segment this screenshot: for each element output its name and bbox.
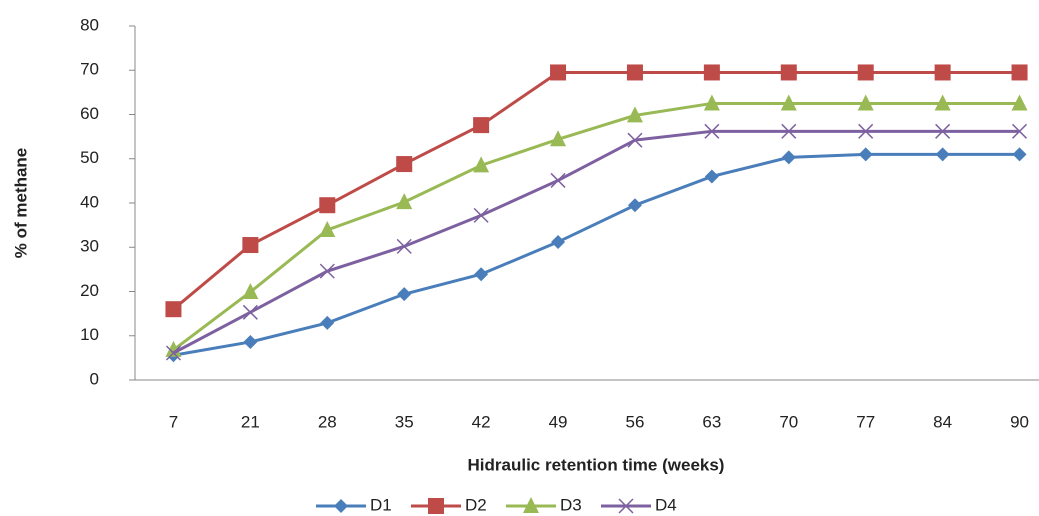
- marker: [319, 263, 335, 279]
- legend-marker: [618, 498, 634, 514]
- y-tick-label: 50: [80, 148, 99, 167]
- marker: [551, 234, 566, 249]
- marker: [1011, 94, 1028, 111]
- marker: [242, 282, 259, 299]
- legend-label: D3: [560, 495, 582, 514]
- marker: [780, 94, 797, 111]
- marker: [1012, 147, 1027, 162]
- marker: [474, 267, 489, 282]
- series-line: [172, 101, 1020, 352]
- marker: [396, 156, 413, 173]
- marker: [704, 123, 720, 139]
- marker: [703, 64, 720, 81]
- marker: [242, 237, 259, 254]
- marker: [397, 287, 412, 302]
- y-tick-label: 10: [80, 325, 99, 344]
- marker: [934, 94, 951, 111]
- y-tick-label: 20: [80, 281, 99, 300]
- marker: [473, 156, 490, 173]
- marker: [934, 64, 951, 81]
- legend-label: D1: [370, 495, 392, 514]
- marker: [242, 304, 258, 320]
- marker: [165, 301, 182, 318]
- marker: [320, 315, 335, 330]
- marker: [627, 198, 642, 213]
- marker: [781, 150, 796, 165]
- marker: [781, 123, 797, 139]
- legend-marker: [523, 497, 539, 513]
- marker: [1011, 64, 1028, 81]
- marker: [703, 94, 720, 111]
- x-tick-label: 90: [1010, 412, 1029, 431]
- marker: [473, 117, 490, 134]
- x-tick-label: 84: [933, 412, 952, 431]
- x-axis-title: Hidraulic retention time (weeks): [468, 455, 725, 474]
- x-tick-label: 77: [856, 412, 875, 431]
- y-axis-title: % of methane: [11, 148, 30, 259]
- y-tick-label: 0: [90, 369, 99, 388]
- x-tick-label: 56: [625, 412, 644, 431]
- y-tick-label: 70: [80, 60, 99, 79]
- y-tick-label: 60: [80, 104, 99, 123]
- y-tick-label: 30: [80, 237, 99, 256]
- y-tick-label: 80: [80, 15, 99, 34]
- marker: [550, 64, 567, 81]
- series-line: [173, 152, 1020, 357]
- legend-marker: [428, 498, 444, 514]
- marker: [165, 345, 181, 361]
- marker: [550, 172, 566, 188]
- marker: [780, 64, 797, 81]
- x-tick-label: 28: [318, 412, 337, 431]
- x-tick-label: 35: [395, 412, 414, 431]
- marker: [319, 197, 336, 214]
- marker: [626, 64, 643, 81]
- x-tick-label: 70: [779, 412, 798, 431]
- marker: [473, 207, 489, 223]
- y-tick-label: 40: [80, 192, 99, 211]
- marker: [857, 64, 874, 81]
- x-tick-label: 42: [472, 412, 491, 431]
- series-line: [172, 70, 1020, 311]
- marker: [858, 123, 874, 139]
- marker: [319, 220, 336, 237]
- marker: [1012, 123, 1028, 139]
- marker: [550, 130, 567, 147]
- marker: [857, 94, 874, 111]
- legend-marker: [334, 499, 348, 513]
- marker: [858, 147, 873, 162]
- marker: [626, 106, 643, 123]
- x-tick-label: 63: [702, 412, 721, 431]
- marker: [704, 169, 719, 184]
- marker: [627, 132, 643, 148]
- legend-label: D2: [465, 495, 487, 514]
- legend-label: D4: [655, 495, 677, 514]
- marker: [396, 193, 413, 210]
- x-tick-label: 21: [241, 412, 260, 431]
- marker: [935, 123, 951, 139]
- marker: [165, 340, 182, 357]
- marker: [396, 238, 412, 254]
- marker: [935, 147, 950, 162]
- series-line: [172, 129, 1020, 355]
- x-tick-label: 49: [549, 412, 568, 431]
- x-tick-label: 7: [169, 412, 178, 431]
- marker: [243, 334, 258, 349]
